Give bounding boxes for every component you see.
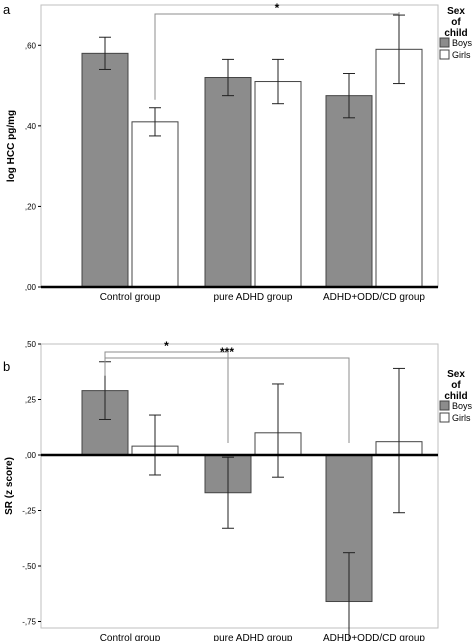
- bar-girls-2: [375, 48, 423, 288]
- significance-bracket: [154, 12, 400, 100]
- bar-boys-0: [81, 52, 129, 288]
- legend-title-word: child: [444, 28, 467, 39]
- legend-label-boys: Boys: [452, 38, 473, 48]
- legend-title-word: of: [451, 380, 461, 391]
- bar-girls-0: [131, 121, 179, 288]
- y-tick-label: -,50: [22, 562, 36, 571]
- bar-boys-2: [325, 95, 373, 288]
- category-label: Control group: [100, 292, 161, 303]
- y-axis-label: log HCC pg/mg: [6, 110, 17, 182]
- bar-boys-1: [204, 77, 252, 288]
- category-label: Control group: [100, 633, 161, 641]
- chart-panel-a: a ,00 ,20 ,40 ,60 log HCC pg/mg Control group p…: [3, 1, 473, 303]
- category-label: ADHD+ODD/CD group: [323, 633, 425, 641]
- y-axis-label: SR (z score): [4, 457, 15, 515]
- legend-label-girls: Girls: [452, 50, 471, 60]
- legend-title-word: child: [444, 391, 467, 402]
- legend-label-boys: Boys: [452, 401, 473, 411]
- legend-label-girls: Girls: [452, 413, 471, 423]
- y-tick-label: ,60: [25, 41, 37, 50]
- legend-swatch-boys: [439, 400, 450, 411]
- y-tick-label: ,50: [25, 340, 37, 349]
- bar-girls-1: [254, 81, 302, 288]
- significance-bracket: [104, 357, 350, 443]
- chart-panel-b: b -,75 -,50 -,25 ,00 ,25 ,50 SR (z score) Contro…: [3, 339, 473, 641]
- y-tick-label: ,40: [25, 122, 37, 131]
- category-label: pure ADHD group: [214, 292, 293, 303]
- legend-title-word: Sex: [447, 369, 465, 380]
- significance-label: *: [164, 339, 169, 353]
- y-tick-label: ,20: [25, 202, 37, 211]
- panel-label: a: [3, 2, 11, 17]
- significance-label: *: [275, 1, 280, 15]
- legend-title-word: Sex: [447, 6, 465, 17]
- y-tick-label: ,00: [25, 451, 37, 460]
- legend-title: Sex of child: [444, 6, 467, 39]
- category-label: ADHD+ODD/CD group: [323, 292, 425, 303]
- y-tick-label: ,25: [25, 396, 37, 405]
- plot-frame: [40, 343, 439, 629]
- legend-swatch-girls: [439, 412, 450, 423]
- legend-title-word: of: [451, 17, 461, 28]
- category-label: pure ADHD group: [214, 633, 293, 641]
- y-tick-label: -,25: [22, 507, 36, 516]
- bar-boys-0: [81, 390, 129, 456]
- y-tick-label: ,00: [25, 283, 37, 292]
- legend-title: Sex of child: [444, 369, 467, 402]
- panel-label: b: [3, 359, 10, 374]
- significance-label: ***: [220, 345, 234, 359]
- y-tick-label: -,75: [22, 618, 36, 627]
- legend-swatch-boys: [439, 37, 450, 48]
- legend-swatch-girls: [439, 49, 450, 60]
